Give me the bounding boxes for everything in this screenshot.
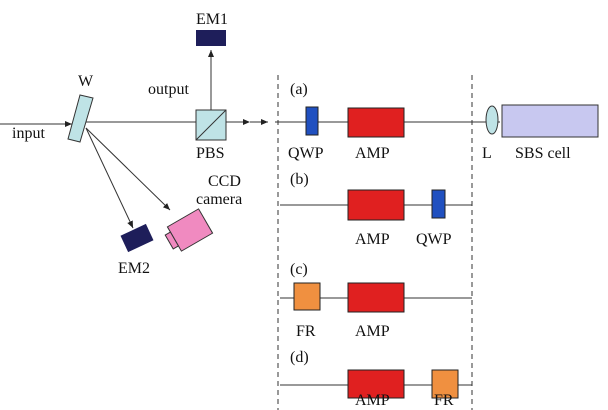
label: W	[78, 73, 94, 90]
amp	[348, 190, 404, 220]
label: L	[482, 145, 492, 162]
em1-detector	[196, 30, 226, 46]
diagram: EM1 output input W PBS CCD camera EM2 (a…	[0, 0, 608, 410]
ccd-camera	[162, 209, 212, 254]
label: SBS cell	[515, 145, 571, 162]
label: output	[148, 81, 189, 98]
lens	[486, 106, 498, 134]
label: PBS	[196, 145, 224, 162]
label: input	[12, 125, 45, 142]
label: AMP	[355, 145, 390, 162]
label: FR	[296, 323, 316, 340]
config-tag: (d)	[290, 349, 309, 366]
fr	[294, 283, 320, 310]
pbs	[196, 110, 226, 140]
label: QWP	[416, 231, 452, 248]
sbs-cell	[502, 105, 598, 137]
em2-beam	[86, 128, 133, 228]
ccd-beam	[86, 128, 170, 210]
label: AMP	[355, 231, 390, 248]
amp	[348, 108, 404, 137]
label: QWP	[288, 145, 324, 162]
label: camera	[196, 191, 242, 208]
label: EM2	[118, 260, 150, 277]
config-tag: (a)	[290, 81, 308, 98]
config-tag: (c)	[290, 261, 308, 278]
em2-detector	[121, 224, 154, 252]
label: FR	[434, 392, 454, 409]
label: EM1	[196, 11, 228, 28]
config-tag: (b)	[290, 171, 309, 188]
label: CCD	[208, 173, 241, 190]
amp	[348, 283, 404, 312]
qwp	[432, 190, 445, 218]
qwp	[306, 107, 318, 135]
label: AMP	[355, 392, 390, 409]
label: AMP	[355, 323, 390, 340]
